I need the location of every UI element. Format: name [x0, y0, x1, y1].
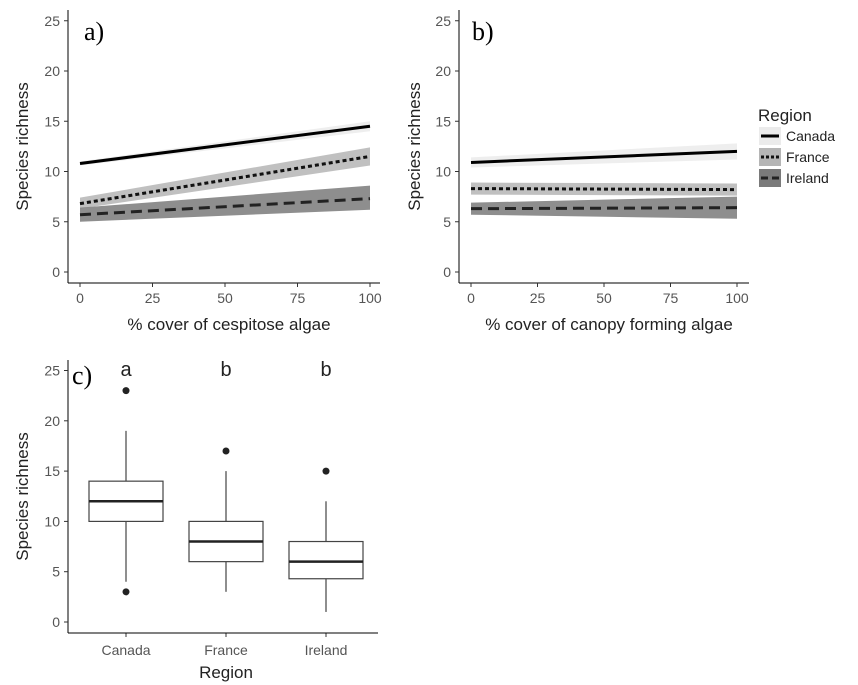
outlier-point-france [222, 447, 230, 455]
x-axis-title: % cover of cespitose algae [127, 315, 330, 334]
legend-label-france: France [786, 149, 830, 165]
x-tick-label: Canada [101, 642, 150, 658]
significance-letter-canada: a [120, 359, 132, 381]
x-tick-label: France [204, 642, 248, 658]
x-tick-label: 25 [145, 290, 161, 306]
y-axis-title: Species richness [13, 432, 32, 561]
box-ireland [288, 540, 364, 580]
series-line-canada [470, 149, 738, 164]
y-tick-label: 15 [44, 463, 60, 479]
y-tick-label: 15 [435, 113, 451, 129]
significance-letter-france: b [220, 359, 231, 381]
legend-key-ireland [759, 169, 781, 187]
y-tick-label: 5 [52, 214, 60, 230]
y-tick-label: 5 [52, 564, 60, 580]
y-tick-label: 25 [44, 363, 60, 379]
y-tick-label: 15 [44, 113, 60, 129]
x-tick-label: 100 [725, 290, 749, 306]
ci-band-ireland [80, 185, 370, 222]
y-tick-label: 0 [443, 264, 451, 280]
series-line-france [470, 187, 738, 192]
series-line-canada [79, 124, 371, 165]
legend: Region Canada France Ireland [758, 106, 835, 187]
x-tick-label: 75 [290, 290, 306, 306]
outlier-point-canada [122, 387, 130, 395]
y-tick-label: 25 [44, 13, 60, 29]
outlier-point-canada [122, 588, 130, 596]
y-tick-label: 20 [44, 413, 60, 429]
y-tick-label: 0 [52, 264, 60, 280]
panel-label: b) [472, 17, 494, 46]
y-tick-label: 10 [44, 164, 60, 180]
x-tick-label: 100 [358, 290, 382, 306]
x-tick-label: 0 [467, 290, 475, 306]
ci-band-ireland [471, 196, 737, 219]
y-tick-label: 20 [44, 63, 60, 79]
series-line-ireland [470, 206, 738, 211]
y-tick-label: 10 [435, 164, 451, 180]
y-tick-label: 5 [443, 214, 451, 230]
legend-label-canada: Canada [786, 128, 835, 144]
significance-letter-ireland: b [320, 359, 331, 381]
x-axis-title: Region [199, 663, 253, 682]
y-tick-label: 25 [435, 13, 451, 29]
panel-label: a) [84, 17, 104, 46]
y-tick-label: 20 [435, 63, 451, 79]
y-tick-label: 0 [52, 614, 60, 630]
panel-a: 0 5 10 15 20 25 Species richness a) 0 25 50 75 100 % … [13, 10, 382, 334]
x-tick-label: 25 [530, 290, 546, 306]
y-tick-label: 10 [44, 513, 60, 529]
legend-label-ireland: Ireland [786, 170, 829, 186]
legend-title: Region [758, 106, 812, 125]
x-axis-title: % cover of canopy forming algae [485, 315, 733, 334]
x-tick-label: 75 [663, 290, 679, 306]
ci-band-canada [471, 143, 737, 168]
series-line-ireland [79, 197, 371, 217]
panel-b: 0 5 10 15 20 25 Species richness b) 0 25 50 75 100 % … [405, 10, 749, 334]
x-tick-label: 50 [217, 290, 233, 306]
x-tick-label: 0 [76, 290, 84, 306]
x-tick-label: Ireland [305, 642, 348, 658]
outlier-point-ireland [322, 467, 330, 475]
panel-c: a Canada b France b Ireland 0 5 10 15 20 25 Species … [13, 359, 378, 682]
panel-label: c) [72, 361, 92, 390]
legend-key-france [759, 148, 781, 166]
y-axis-title: Species richness [13, 82, 32, 211]
y-axis-title: Species richness [405, 82, 424, 211]
x-tick-label: 50 [596, 290, 612, 306]
